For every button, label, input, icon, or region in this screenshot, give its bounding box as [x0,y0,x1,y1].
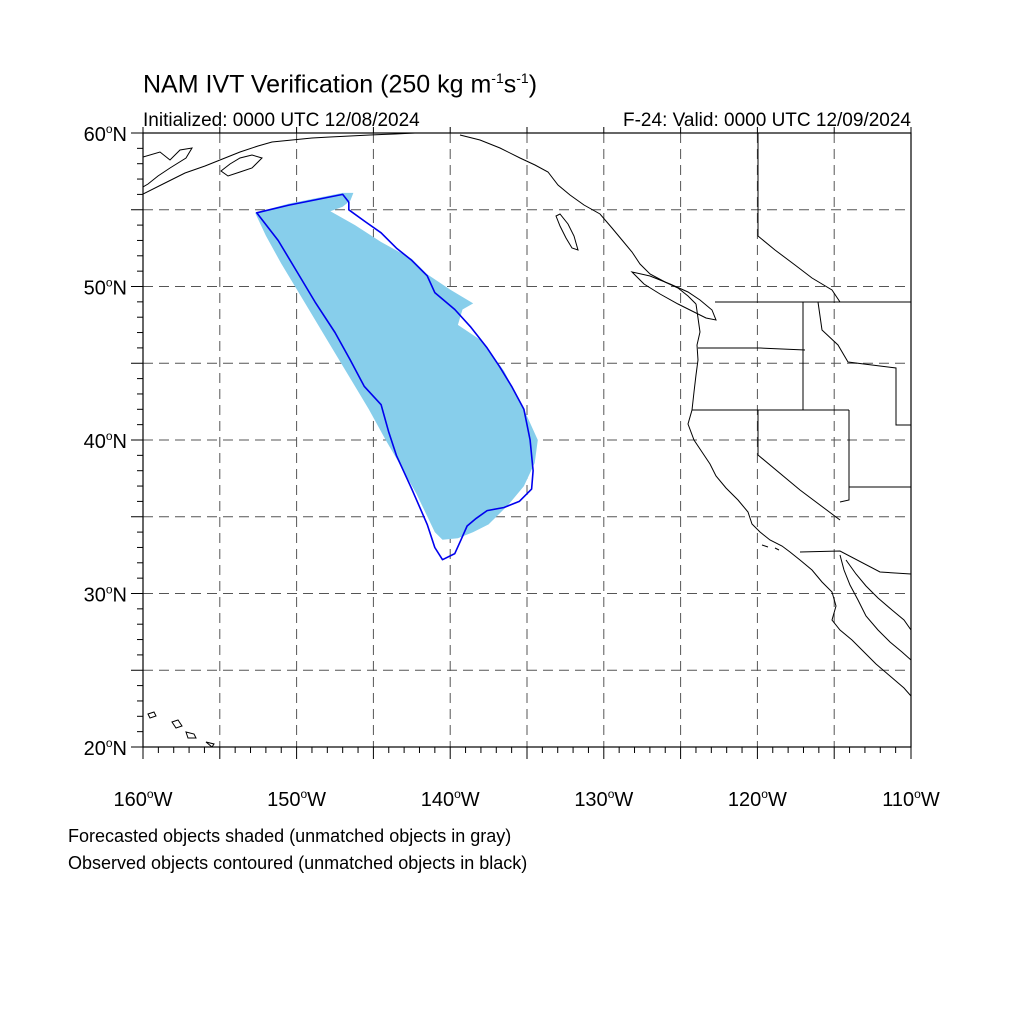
lat-label: 30oN [84,583,127,607]
lat-label: 50oN [84,276,127,300]
axis-labels: 60oN 50oN 40oN 30oN 20oN 160oW 150oW 140oW 130oW… [84,122,940,811]
lon-label: 140oW [421,787,480,811]
title-exp1: -1 [491,70,504,86]
coastline-channel-islands [761,544,780,551]
coastline-kodiak [220,154,263,177]
forecast-object-shaded [255,192,538,540]
political-borders [692,133,911,575]
lon-label: 150oW [267,787,326,811]
plot-frame [131,127,912,759]
coastline-haida-gwaii [555,213,579,251]
lon-label: 120oW [728,787,787,811]
border-alaska-canada [757,133,841,303]
coastline-baja [839,554,911,661]
coastline-alaska [143,147,193,188]
coastline-vancouver-island [630,271,717,321]
observed-object-contour [255,193,534,561]
border-nevada-utah [839,410,850,503]
border-washington-oregon [698,347,806,351]
coastline-us-west [687,303,911,697]
objects-layer [255,192,538,561]
note-forecast: Forecasted objects shaded (unmatched obj… [68,826,512,846]
border-us-mexico [799,550,911,575]
border-california-nevada [757,410,841,521]
lat-label: 20oN [84,736,127,760]
valid-time-label: F-24: Valid: 0000 UTC 12/09/2024 [623,110,911,131]
coastline-gulf-california [845,559,911,631]
title-main: NAM IVT Verification (250 kg m [143,70,492,99]
title-mid: s [503,70,517,99]
coastline-gulf-of-alaska [143,133,416,195]
coastline-hawaii [147,711,215,747]
coastline-alaska-panhandle [459,134,697,305]
note-observed: Observed objects contoured (unmatched ob… [68,853,528,873]
lon-label: 160oW [114,787,173,811]
lon-label: 130oW [574,787,633,811]
coastlines [143,133,911,747]
chart-title: NAM IVT Verification (250 kg m-1s-1) [143,70,537,99]
lat-label: 40oN [84,429,127,453]
lon-label: 110oW [882,787,940,811]
lat-label: 60oN [84,122,127,146]
border-idaho-montana [817,301,911,426]
init-time-label: Initialized: 0000 UTC 12/08/2024 [143,110,420,131]
title-exp2: -1 [516,70,529,86]
title-suffix: ) [528,70,538,99]
